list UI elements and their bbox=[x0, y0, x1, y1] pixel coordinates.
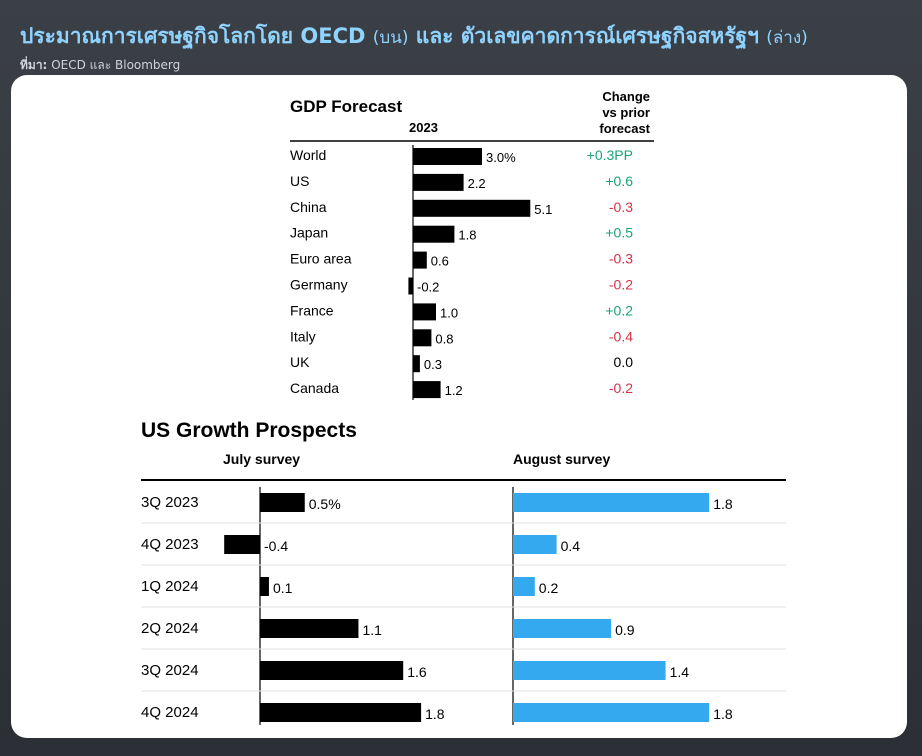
us-august-bar bbox=[513, 493, 710, 512]
gdp-category-label: Italy bbox=[290, 328, 316, 344]
us-july-bar bbox=[260, 577, 269, 596]
us-july-value-label: 1.6 bbox=[407, 664, 427, 680]
gdp-category-label: Euro area bbox=[290, 251, 352, 267]
gdp-value-label: 0.8 bbox=[435, 331, 453, 346]
source-text: OECD และ Bloomberg bbox=[51, 58, 181, 72]
title-bottom-note: (ล่าง) bbox=[766, 28, 808, 48]
us-august-value-label: 0.2 bbox=[539, 580, 559, 596]
gdp-change-value: +0.3PP bbox=[587, 147, 633, 163]
us-august-bar bbox=[513, 703, 710, 722]
gdp-value-label: 5.1 bbox=[534, 202, 552, 217]
gdp-category-label: Canada bbox=[290, 380, 339, 396]
us-august-bar bbox=[513, 619, 612, 638]
gdp-category-label: Germany bbox=[290, 277, 348, 293]
gdp-bar bbox=[413, 303, 436, 321]
gdp-bar bbox=[413, 329, 432, 347]
us-july-value-label: 1.8 bbox=[425, 706, 445, 722]
gdp-category-label: France bbox=[290, 302, 334, 318]
gdp-bar bbox=[413, 225, 455, 243]
gdp-value-label: 1.8 bbox=[458, 228, 476, 243]
us-category-label: 4Q 2023 bbox=[141, 536, 199, 553]
gdp-change-value: +0.6 bbox=[605, 173, 633, 189]
us-july-value-label: 0.1 bbox=[273, 580, 293, 596]
us-august-value-label: 0.4 bbox=[561, 538, 581, 554]
gdp-bar bbox=[413, 251, 427, 269]
us-july-bar bbox=[260, 661, 404, 680]
gdp-change-header-line: forecast bbox=[599, 121, 650, 136]
gdp-change-value: -0.2 bbox=[609, 277, 633, 293]
gdp-change-value: -0.3 bbox=[609, 251, 633, 267]
us-august-bar bbox=[513, 661, 666, 680]
gdp-bar bbox=[413, 381, 441, 399]
gdp-change-header-line: Change bbox=[602, 89, 650, 104]
gdp-chart-title: GDP Forecast bbox=[290, 97, 402, 116]
source-label: ที่มา: bbox=[20, 58, 48, 72]
gdp-change-value: +0.2 bbox=[605, 302, 633, 318]
gdp-change-value: -0.2 bbox=[609, 380, 633, 396]
us-july-value-label: -0.4 bbox=[264, 538, 288, 554]
us-category-label: 1Q 2024 bbox=[141, 578, 199, 595]
title-main: ประมาณการเศรษฐกิจโลกโดย OECD bbox=[20, 24, 366, 48]
gdp-category-label: Japan bbox=[290, 225, 328, 241]
page-title: ประมาณการเศรษฐกิจโลกโดย OECD (บน) และ ตั… bbox=[20, 20, 902, 53]
gdp-category-label: World bbox=[290, 147, 326, 163]
us-august-bar bbox=[513, 577, 535, 596]
us-july-bar bbox=[260, 703, 422, 722]
gdp-value-label: 0.6 bbox=[431, 254, 449, 269]
gdp-change-value: 0.0 bbox=[614, 354, 634, 370]
gdp-bar bbox=[413, 148, 482, 165]
us-category-label: 4Q 2024 bbox=[141, 704, 199, 721]
gdp-value-label: 1.2 bbox=[445, 383, 463, 398]
title-top-note: (บน) bbox=[372, 28, 409, 48]
us-category-label: 3Q 2024 bbox=[141, 662, 199, 679]
gdp-bar bbox=[413, 355, 420, 373]
gdp-change-header-line: vs prior bbox=[602, 105, 650, 120]
us-category-label: 2Q 2024 bbox=[141, 620, 199, 637]
us-august-value-label: 1.8 bbox=[713, 496, 733, 512]
title-mid: และ ตัวเลขคาดการณ์เศรษฐกิจสหรัฐฯ bbox=[415, 24, 759, 48]
gdp-column-label: 2023 bbox=[409, 120, 438, 135]
gdp-category-label: China bbox=[290, 199, 327, 215]
us-july-bar bbox=[260, 619, 359, 638]
us-july-value-label: 0.5% bbox=[309, 496, 341, 512]
gdp-value-label: 2.2 bbox=[468, 176, 486, 191]
us-july-value-label: 1.1 bbox=[362, 622, 382, 638]
us-series-header-august: August survey bbox=[513, 451, 610, 467]
gdp-bar bbox=[413, 173, 464, 191]
gdp-category-label: UK bbox=[290, 354, 310, 370]
gdp-bar bbox=[408, 277, 413, 295]
chart-card: GDP Forecast 2023 Change vs prior forecast Wo… bbox=[11, 75, 907, 738]
gdp-value-label: 1.0 bbox=[440, 305, 458, 320]
us-july-bar bbox=[260, 493, 305, 512]
gdp-change-value: -0.3 bbox=[609, 199, 633, 215]
page-header: ประมาณการเศรษฐกิจโลกโดย OECD (บน) และ ตั… bbox=[20, 20, 902, 75]
us-august-value-label: 1.8 bbox=[713, 706, 733, 722]
us-category-label: 3Q 2023 bbox=[141, 494, 199, 511]
gdp-change-value: +0.5 bbox=[605, 225, 633, 241]
us-august-value-label: 1.4 bbox=[670, 664, 690, 680]
us-july-bar bbox=[224, 535, 260, 554]
us-series-header-july: July survey bbox=[223, 451, 300, 467]
us-chart-title: US Growth Prospects bbox=[141, 419, 357, 442]
gdp-change-value: -0.4 bbox=[609, 328, 633, 344]
gdp-bar bbox=[413, 199, 531, 217]
gdp-category-label: US bbox=[290, 173, 309, 189]
gdp-value-label: -0.2 bbox=[417, 280, 439, 295]
source-line: ที่มา: OECD และ Bloomberg bbox=[20, 56, 902, 75]
gdp-value-label: 3.0% bbox=[486, 150, 516, 165]
us-august-bar bbox=[513, 535, 557, 554]
gdp-value-label: 0.3 bbox=[424, 357, 442, 372]
us-august-value-label: 0.9 bbox=[615, 622, 635, 638]
